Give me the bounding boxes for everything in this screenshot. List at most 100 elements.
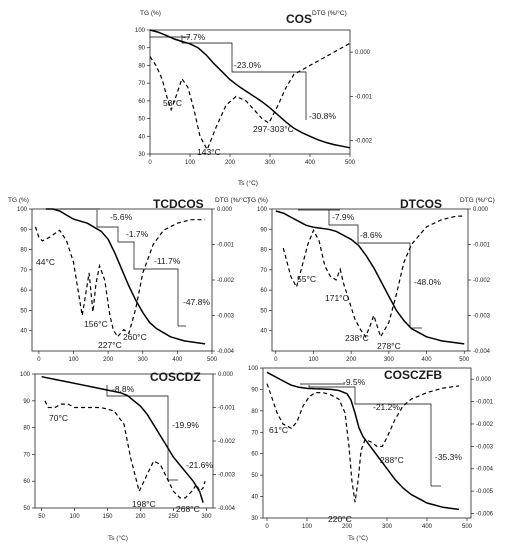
cos-y2-tick-label: 0.000 xyxy=(355,50,371,56)
cos-x-tick-label: 200 xyxy=(225,160,236,166)
dtcos-y-tick-label: 70 xyxy=(260,268,267,274)
cosczfb-x-tick-label: 400 xyxy=(422,524,433,530)
coscdz-y-tick-label: 50 xyxy=(23,506,30,512)
coscdz-annotation: -19.9% xyxy=(172,420,199,430)
panel-cosczfb: COSCZFB 0 100 200 300 400 500 30 40 50 60 70 80 90 10… xyxy=(248,366,494,542)
cosczfb-plot-frame xyxy=(262,367,472,519)
cos-y-tick-label: 40 xyxy=(138,134,145,140)
cos-y2-label: DTG (%/°C) xyxy=(312,9,347,17)
tcdcos-annotation: 44°C xyxy=(36,257,55,267)
cos-x-tick-label: 400 xyxy=(305,160,316,166)
coscdz-x-label: Ts (°C) xyxy=(108,534,128,542)
coscdz-annotation: 268°C xyxy=(176,504,200,514)
dtcos-x-tick-label: 400 xyxy=(422,357,433,363)
dtcos-y2-tick-label: -0.002 xyxy=(473,278,491,284)
cosczfb-tg-curve xyxy=(266,371,460,511)
cosczfb-x-label: Ts (°C) xyxy=(348,534,368,542)
tcdcos-y2-label: DTG (%/°C) xyxy=(215,196,250,204)
cos-y2-tick-label: -0.001 xyxy=(355,94,373,100)
cosczfb-annotation: -9.5% xyxy=(343,377,366,387)
tcdcos-x-tick-label: 0 xyxy=(37,357,41,363)
cosczfb-y-tick-label: 80 xyxy=(251,409,258,415)
coscdz-dtg-curve xyxy=(44,400,206,499)
cosczfb-ticks: 0 100 200 300 400 500 30 40 50 60 70 80 90 100 0.000 -0… xyxy=(248,366,494,530)
dtcos-annotation: 171°C xyxy=(325,293,349,303)
tcdcos-y2-tick-label: -0.002 xyxy=(217,278,235,284)
coscdz-y2-tick-label: -0.004 xyxy=(218,506,236,512)
tcdcos-y-tick-label: 50 xyxy=(20,308,27,314)
coscdz-title: COSCDZ xyxy=(150,370,201,384)
dtcos-y-tick-label: 50 xyxy=(260,308,267,314)
cosczfb-y2-tick-label: 0.000 xyxy=(476,377,492,383)
dtcos-x-tick-label: 200 xyxy=(346,357,357,363)
cos-annotation: -7.7% xyxy=(183,32,206,42)
cosczfb-y2-tick-label: -0.004 xyxy=(476,467,494,473)
panel-coscdz: COSCDZ 50 100 150 200 250 300 50 60 70 80 90 100 0.0… xyxy=(20,370,236,542)
cos-y-tick-label: 50 xyxy=(138,117,145,123)
dtcos-y2-tick-label: 0.000 xyxy=(473,207,489,213)
tcdcos-y2-tick-label: 0.000 xyxy=(217,207,233,213)
tcdcos-annotation: 227°C xyxy=(98,340,122,350)
cosczfb-annotation: -35.3% xyxy=(435,452,462,462)
tcdcos-step-guides xyxy=(60,208,186,327)
coscdz-y2-tick-label: -0.001 xyxy=(218,406,236,412)
cos-dtg-curve xyxy=(149,42,351,152)
cosczfb-x-tick-label: 300 xyxy=(382,524,393,530)
dtcos-annotation: -8.6% xyxy=(360,230,383,240)
tcdcos-y2-tick-label: -0.003 xyxy=(217,314,235,320)
tcdcos-y-tick-label: 90 xyxy=(20,227,27,233)
dtcos-x-tick-label: 300 xyxy=(384,357,395,363)
cosczfb-y2-tick-label: -0.005 xyxy=(476,489,494,495)
dtcos-step-guides xyxy=(298,209,422,329)
cosczfb-dtg-curve xyxy=(266,383,460,503)
coscdz-y-tick-label: 60 xyxy=(23,479,30,485)
cosczfb-y2-tick-label: -0.003 xyxy=(476,444,494,450)
cos-annotation: 143°C xyxy=(197,147,221,157)
cos-annotation: 297-303°C xyxy=(253,124,294,134)
tcdcos-x-tick-label: 500 xyxy=(207,357,218,363)
cosczfb-annotation: 61°C xyxy=(269,425,288,435)
tcdcos-x-tick-label: 200 xyxy=(103,357,114,363)
dtcos-annotation: -7.9% xyxy=(332,212,355,222)
dtcos-y2-tick-label: -0.001 xyxy=(473,243,491,249)
panel-dtcos: TG (%) DTG (%/°C) DTCOS 0 100 200 300 400 500… xyxy=(247,196,495,363)
panel-cos: TG (%) DTG (%/°C) COS 0 100 200 300 400 500 30… xyxy=(135,9,373,187)
cosczfb-annotation: -21.2% xyxy=(373,402,400,412)
coscdz-annotation: -8.8% xyxy=(112,384,135,394)
cos-annotation: -23.0% xyxy=(234,60,261,70)
coscdz-x-tick-label: 50 xyxy=(38,514,45,520)
dtcos-annotation: 238°C xyxy=(345,333,369,343)
cosczfb-y-tick-label: 90 xyxy=(251,387,258,393)
cos-title: COS xyxy=(286,12,312,26)
dtcos-ticks: 0 100 200 300 400 500 40 50 60 70 80 90 100 0.000 -0.0… xyxy=(257,207,491,363)
coscdz-y2-tick-label: 0.000 xyxy=(218,372,234,378)
tcdcos-y-tick-label: 80 xyxy=(20,248,27,254)
cosczfb-x-tick-label: 100 xyxy=(302,524,313,530)
tcdcos-dtg-curve xyxy=(34,219,206,338)
cosczfb-y2-tick-label: -0.001 xyxy=(476,400,494,406)
cos-plot-frame xyxy=(149,29,351,155)
dtcos-dtg-curve xyxy=(282,215,465,339)
tcdcos-y-tick-label: 40 xyxy=(20,329,27,335)
tcdcos-y-tick-label: 100 xyxy=(17,207,28,213)
dtcos-tg-curve xyxy=(275,210,465,345)
cos-tg-curve xyxy=(149,29,351,149)
cos-y-tick-label: 30 xyxy=(138,152,145,158)
cosczfb-x-tick-label: 200 xyxy=(342,524,353,530)
coscdz-x-tick-label: 150 xyxy=(103,514,114,520)
tcdcos-y-label: TG (%) xyxy=(8,197,29,204)
cos-annotation: -30.8% xyxy=(309,111,336,121)
coscdz-y-tick-label: 90 xyxy=(23,399,30,405)
cos-annotation: 53°C xyxy=(163,98,182,108)
tcdcos-annotation: 260°C xyxy=(123,332,147,342)
cos-y2-tick-label: -0.002 xyxy=(355,139,373,145)
cosczfb-y2-tick-label: -0.002 xyxy=(476,422,494,428)
coscdz-y2-tick-label: -0.002 xyxy=(218,439,236,445)
tcdcos-x-tick-label: 400 xyxy=(172,357,183,363)
tcdcos-y-tick-label: 70 xyxy=(20,268,27,274)
coscdz-tg-curve xyxy=(41,375,204,503)
coscdz-annotation: -21.6% xyxy=(186,460,213,470)
tcdcos-y2-tick-label: -0.001 xyxy=(217,243,235,249)
cosczfb-y-tick-label: 70 xyxy=(251,430,258,436)
